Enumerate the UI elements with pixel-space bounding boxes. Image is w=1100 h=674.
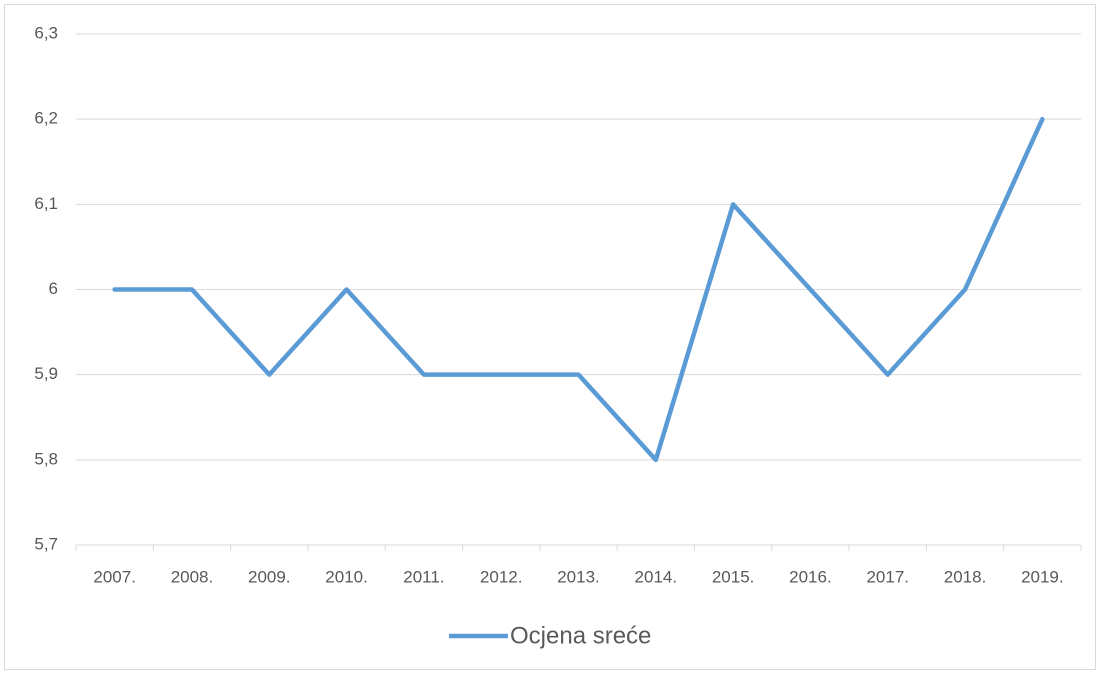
- x-tick-label: 2015.: [712, 567, 755, 586]
- x-tick-label: 2016.: [789, 567, 832, 586]
- y-tick-label: 6,2: [34, 109, 58, 128]
- chart-frame: [4, 4, 1096, 670]
- y-tick-label: 6: [49, 279, 58, 298]
- x-tick-label: 2011.: [403, 567, 444, 586]
- x-tick-label: 2014.: [635, 567, 678, 586]
- y-tick-label: 5,9: [34, 364, 58, 383]
- line-series: [112, 116, 1045, 463]
- x-tick-label: 2018.: [944, 567, 987, 586]
- x-tick-label: 2012.: [480, 567, 523, 586]
- y-tick-label: 5,8: [34, 449, 58, 468]
- x-tick-label: 2017.: [866, 567, 909, 586]
- y-tick-label: 5,7: [34, 534, 58, 553]
- y-tick-label: 6,3: [34, 23, 58, 42]
- y-tick-label: 6,1: [34, 194, 58, 213]
- legend-label: Ocjena sreće: [510, 622, 651, 649]
- x-tick-label: 2010.: [325, 567, 368, 586]
- x-tick-label: 2009.: [248, 567, 291, 586]
- x-tick-label: 2007.: [93, 567, 136, 586]
- x-tick-label: 2008.: [171, 567, 214, 586]
- x-tick-label: 2013.: [557, 567, 600, 586]
- x-tick-label: 2019.: [1021, 567, 1064, 586]
